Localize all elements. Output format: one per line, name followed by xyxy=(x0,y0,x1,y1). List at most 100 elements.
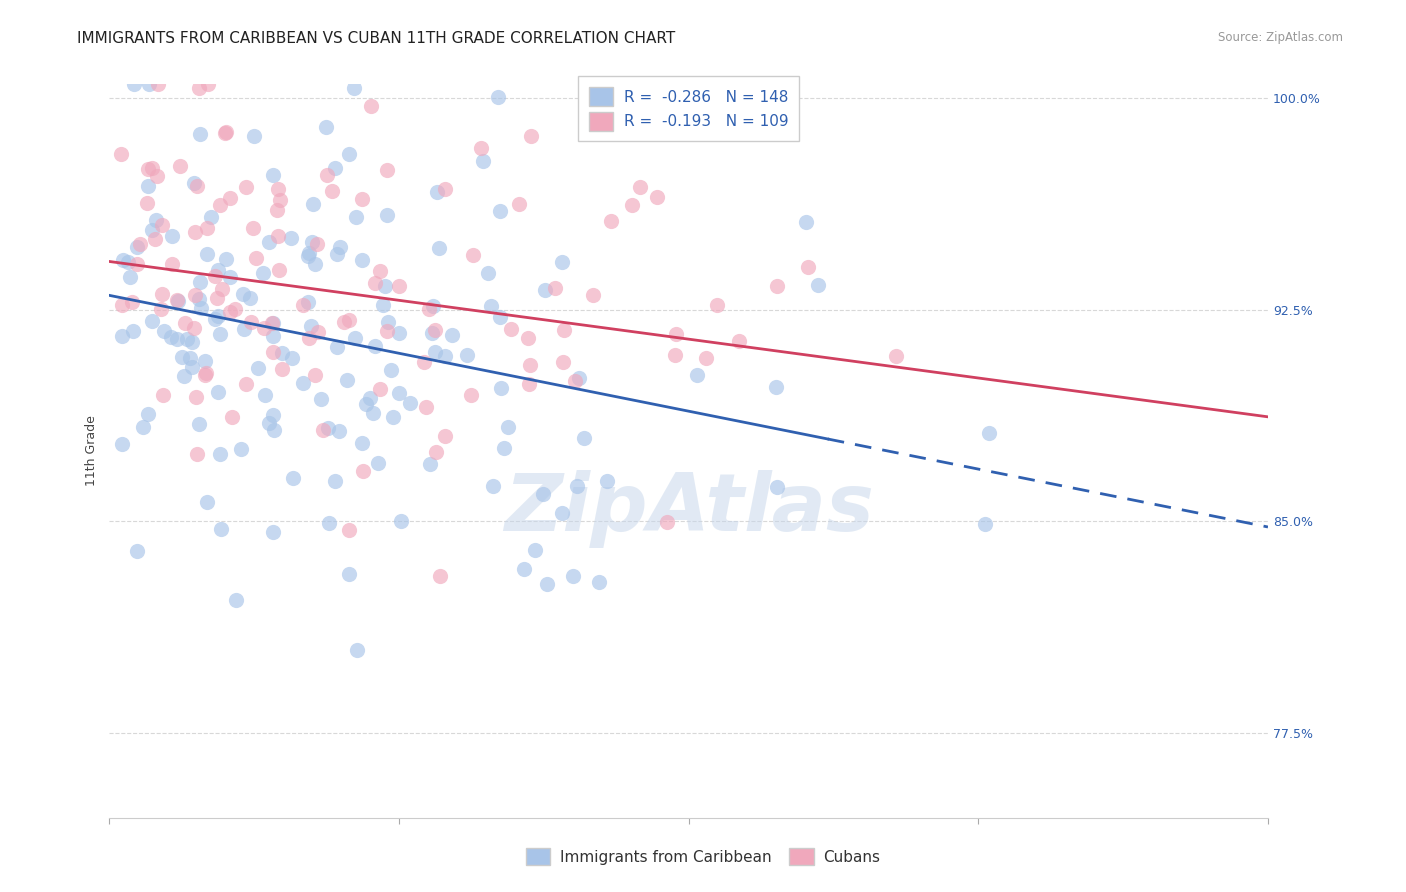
Point xyxy=(706,298,728,312)
Point xyxy=(354,397,377,411)
Point xyxy=(326,247,349,261)
Point xyxy=(280,231,302,245)
Point xyxy=(267,182,290,196)
Point xyxy=(489,203,512,218)
Point xyxy=(150,302,173,317)
Point xyxy=(807,277,830,292)
Point xyxy=(176,332,198,346)
Point xyxy=(728,334,751,348)
Point xyxy=(434,349,457,363)
Point xyxy=(173,368,195,383)
Point xyxy=(197,77,219,91)
Point xyxy=(977,425,1000,440)
Point xyxy=(207,263,229,277)
Point xyxy=(375,324,398,338)
Point xyxy=(371,298,394,312)
Point xyxy=(183,176,205,190)
Point xyxy=(311,423,333,437)
Point xyxy=(146,77,169,91)
Point xyxy=(381,410,404,425)
Point xyxy=(418,301,440,316)
Point xyxy=(499,322,522,336)
Point xyxy=(262,345,284,359)
Point xyxy=(765,380,787,394)
Point xyxy=(207,291,229,305)
Point xyxy=(257,417,280,431)
Point xyxy=(299,318,322,333)
Legend: R =  -0.286   N = 148, R =  -0.193   N = 109: R = -0.286 N = 148, R = -0.193 N = 109 xyxy=(578,77,799,141)
Point xyxy=(536,577,558,591)
Point xyxy=(197,220,219,235)
Point xyxy=(323,474,346,488)
Point xyxy=(190,301,212,316)
Point xyxy=(364,339,387,353)
Point xyxy=(344,211,367,225)
Point xyxy=(388,326,411,340)
Point xyxy=(596,474,619,488)
Point xyxy=(239,291,262,305)
Point xyxy=(181,335,204,350)
Point xyxy=(127,257,149,271)
Point xyxy=(346,642,368,657)
Point xyxy=(221,409,243,424)
Point xyxy=(262,524,284,539)
Point xyxy=(111,298,134,312)
Point xyxy=(215,252,238,266)
Point xyxy=(425,445,447,459)
Point xyxy=(544,281,567,295)
Point xyxy=(186,390,208,404)
Point xyxy=(118,270,141,285)
Point xyxy=(232,287,254,301)
Point xyxy=(204,268,226,283)
Legend: Immigrants from Caribbean, Cubans: Immigrants from Caribbean, Cubans xyxy=(520,842,886,871)
Point xyxy=(215,125,238,139)
Point xyxy=(333,314,356,328)
Point xyxy=(513,562,536,576)
Point xyxy=(188,417,211,431)
Point xyxy=(173,316,195,330)
Point xyxy=(665,326,688,341)
Point xyxy=(166,332,188,346)
Point xyxy=(765,479,787,493)
Point xyxy=(195,495,218,509)
Point xyxy=(531,487,554,501)
Point xyxy=(135,196,157,211)
Point xyxy=(145,212,167,227)
Point xyxy=(254,388,277,402)
Point xyxy=(441,327,464,342)
Point xyxy=(326,340,349,354)
Point xyxy=(207,384,229,399)
Point xyxy=(352,435,374,450)
Point xyxy=(218,269,240,284)
Point xyxy=(281,351,304,365)
Point xyxy=(271,361,294,376)
Point xyxy=(141,223,163,237)
Point xyxy=(194,354,217,368)
Point xyxy=(209,198,232,212)
Point xyxy=(328,425,350,439)
Point xyxy=(388,279,411,293)
Point xyxy=(252,266,274,280)
Point xyxy=(125,240,148,254)
Point xyxy=(301,235,323,250)
Point xyxy=(375,208,398,222)
Point xyxy=(184,288,207,302)
Point xyxy=(235,376,257,391)
Point xyxy=(489,310,512,324)
Point xyxy=(224,301,246,316)
Point xyxy=(413,355,436,369)
Point xyxy=(647,189,669,203)
Point xyxy=(337,566,360,581)
Point xyxy=(517,331,540,345)
Point xyxy=(111,329,134,343)
Point xyxy=(262,316,284,330)
Point xyxy=(263,424,285,438)
Point xyxy=(117,255,139,269)
Point xyxy=(325,161,347,175)
Point xyxy=(269,193,291,207)
Point xyxy=(152,324,174,338)
Point xyxy=(572,432,595,446)
Point xyxy=(460,388,482,402)
Point xyxy=(523,543,546,558)
Point xyxy=(298,246,321,260)
